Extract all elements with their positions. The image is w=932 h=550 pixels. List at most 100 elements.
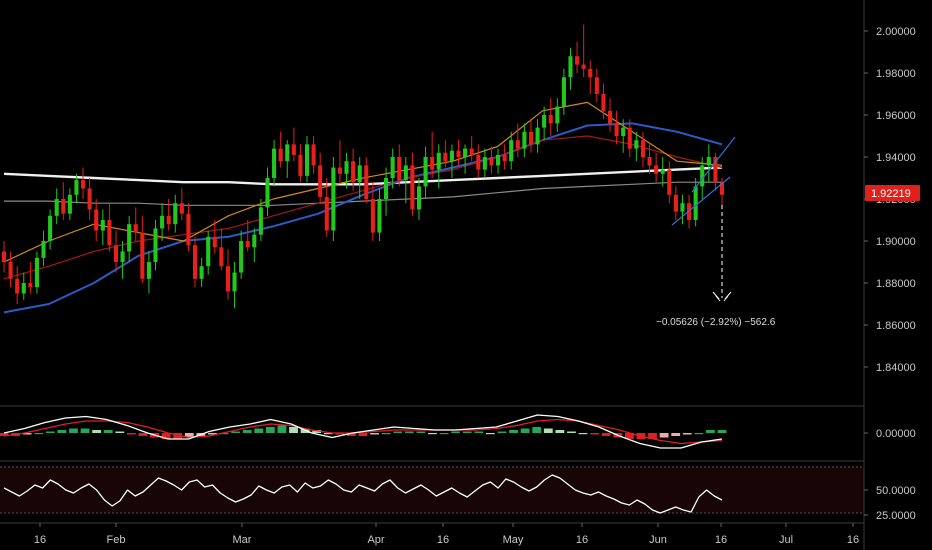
projection-arrow <box>712 205 732 302</box>
candle-body <box>384 178 389 199</box>
macd-histogram-bar <box>347 433 356 436</box>
candle-body <box>357 165 362 183</box>
macd-histogram-bar <box>103 430 113 433</box>
macd-histogram-bar <box>601 433 611 436</box>
time-axis-label: Jul <box>779 534 793 546</box>
price-axis-label: 1.86000 <box>876 320 916 332</box>
macd-histogram-bar <box>219 433 229 435</box>
rsi-axis-label: 25.0000 <box>876 510 916 522</box>
time-axis-label: Mar <box>233 534 252 546</box>
candle-body <box>647 157 652 166</box>
candle-body <box>640 140 645 157</box>
candle-body <box>232 272 237 292</box>
channel-lines <box>671 136 736 226</box>
candle-body <box>67 194 72 214</box>
candle-body <box>601 94 606 111</box>
macd-histogram-bar <box>381 433 391 435</box>
macd-histogram-bar <box>126 433 136 435</box>
macd-histogram-bar <box>323 433 333 435</box>
candle-body <box>588 68 593 78</box>
moving-average-line <box>3 122 723 314</box>
macd-histogram-bar <box>115 431 125 433</box>
channel-upper-line[interactable] <box>691 136 736 193</box>
rsi-line <box>3 474 723 514</box>
time-axis-label: Feb <box>107 534 126 546</box>
macd-axis[interactable]: 0.00000 <box>864 428 916 440</box>
macd-histogram-bar <box>34 433 44 435</box>
candle-body <box>94 209 99 231</box>
price-pane[interactable]: −0.05626 (−2.92%) −562.6 <box>1 24 776 328</box>
candle-body <box>456 150 461 157</box>
macd-histogram-bar <box>706 430 715 433</box>
candle-body <box>476 154 481 170</box>
candle-body <box>719 182 725 195</box>
candle-body <box>443 152 448 162</box>
rsi-axis-label: 50.0000 <box>876 485 916 497</box>
candle-body <box>410 165 415 210</box>
macd-histogram-bar <box>717 430 727 433</box>
candle-body <box>509 140 514 162</box>
channel-lower-line[interactable] <box>671 176 731 226</box>
candle-body <box>21 283 26 294</box>
candle-body <box>621 127 626 136</box>
macd-histogram-bar <box>138 433 148 436</box>
price-axis-label: 1.96000 <box>876 110 916 122</box>
price-axis-label: 1.88000 <box>876 278 916 290</box>
rsi-axis[interactable]: 50.0000 25.0000 <box>864 485 916 522</box>
candle-body <box>61 199 66 214</box>
macd-histogram-bar <box>0 433 9 436</box>
candle-body <box>515 140 520 149</box>
time-axis-label: 16 <box>847 534 859 546</box>
macd-histogram-bar <box>57 430 67 433</box>
candle-body <box>87 188 92 210</box>
price-axis-label: 1.90000 <box>876 236 916 248</box>
macd-histogram-bar <box>428 433 437 435</box>
rsi-pane[interactable] <box>0 466 864 514</box>
macd-histogram-bar <box>567 431 576 433</box>
candle-body <box>660 169 665 174</box>
candle-body <box>403 165 408 181</box>
candle-body <box>331 167 336 231</box>
price-axis[interactable]: 2.000001.980001.960001.940001.920001.900… <box>864 26 916 374</box>
candle-body <box>265 178 270 208</box>
macd-histogram-bar <box>231 431 241 433</box>
macd-histogram-bar <box>532 427 542 433</box>
candle-body <box>1 251 7 262</box>
moving-average-line <box>3 166 723 186</box>
candle-body <box>166 215 171 225</box>
candle-body <box>344 161 349 174</box>
candle-body <box>54 199 59 216</box>
macd-histogram-bar <box>265 427 275 433</box>
candle-body <box>100 220 105 231</box>
price-axis-label: 1.94000 <box>876 152 916 164</box>
macd-histogram-bar <box>312 430 322 433</box>
candle-body <box>48 215 53 241</box>
candle-body <box>561 77 566 107</box>
candle-body <box>469 148 474 155</box>
candle-body <box>337 167 342 174</box>
last-price-label: 1.92219 <box>871 188 911 200</box>
candle-body <box>285 144 290 162</box>
candle-body <box>74 180 79 195</box>
macd-histogram-bar <box>242 430 252 433</box>
candle-body <box>364 165 369 199</box>
candle-body <box>258 207 263 235</box>
macd-histogram-bar <box>497 431 507 433</box>
candle-body <box>463 148 468 157</box>
candle-body <box>146 262 151 279</box>
moving-average-line <box>3 135 723 280</box>
candle-body <box>173 203 178 225</box>
macd-pane[interactable] <box>0 414 727 449</box>
macd-lines <box>3 414 723 449</box>
macd-histogram-bar <box>184 433 194 438</box>
candle-body <box>133 224 138 233</box>
candle-body <box>298 154 303 176</box>
candle-body <box>594 77 599 94</box>
macd-histogram-bar <box>555 430 565 433</box>
rsi-line-path <box>3 474 723 514</box>
measure-annotation: −0.05626 (−2.92%) −562.6 <box>656 317 776 328</box>
time-axis[interactable]: 16 Feb Mar Apr 16 May 16 Jun 16 Jul 16 <box>34 523 859 546</box>
time-axis-label: May <box>503 534 524 546</box>
candle-body <box>34 257 39 288</box>
